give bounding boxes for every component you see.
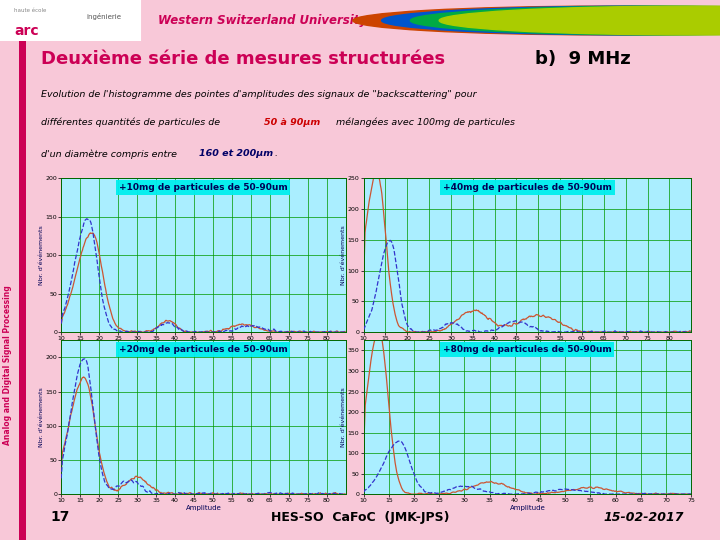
Text: 17: 17: [50, 510, 70, 524]
Text: arc: arc: [14, 24, 39, 38]
Text: Analog and Digital Signal Processing: Analog and Digital Signal Processing: [3, 286, 12, 446]
X-axis label: Amplitude: Amplitude: [186, 505, 221, 511]
Y-axis label: Nbr. d'événements: Nbr. d'événements: [341, 387, 346, 447]
Text: b)  9 MHz: b) 9 MHz: [535, 50, 631, 69]
Circle shape: [410, 6, 720, 35]
Text: +40mg de particules de 50-90um: +40mg de particules de 50-90um: [443, 183, 612, 192]
Text: ingénierie: ingénierie: [86, 13, 122, 20]
FancyBboxPatch shape: [19, 41, 26, 540]
Text: +20mg de particules de 50-90um: +20mg de particules de 50-90um: [119, 345, 288, 354]
Text: 160 et 200µm: 160 et 200µm: [199, 149, 273, 158]
Text: différentes quantités de particules de: différentes quantités de particules de: [42, 118, 223, 127]
Text: .: .: [274, 149, 277, 158]
Text: +10mg de particules de 50-90um: +10mg de particules de 50-90um: [119, 183, 288, 192]
Circle shape: [353, 6, 720, 35]
Text: mélangées avec 100mg de particules: mélangées avec 100mg de particules: [333, 118, 515, 127]
Text: d'un diamètre compris entre: d'un diamètre compris entre: [42, 149, 181, 159]
Text: Western Switzerland University of Applied Sciences: Western Switzerland University of Applie…: [158, 14, 501, 27]
X-axis label: Amplitude: Amplitude: [186, 343, 221, 349]
Y-axis label: Nbr. d'événements: Nbr. d'événements: [341, 225, 346, 285]
Y-axis label: Nbr. d'événements: Nbr. d'événements: [39, 387, 44, 447]
Text: haute école: haute école: [14, 8, 47, 13]
X-axis label: Amplitude: Amplitude: [510, 343, 545, 349]
Circle shape: [439, 6, 720, 35]
Text: 50 à 90µm: 50 à 90µm: [264, 118, 320, 127]
X-axis label: Amplitude: Amplitude: [510, 505, 545, 511]
Circle shape: [382, 6, 720, 35]
Text: Deuxième série de mesures structurées: Deuxième série de mesures structurées: [42, 50, 446, 69]
Y-axis label: Nbr. d'événements: Nbr. d'événements: [39, 225, 44, 285]
Text: 15-02-2017: 15-02-2017: [603, 510, 684, 524]
Text: Evolution de l'histogramme des pointes d'amplitudes des signaux de "backscatteri: Evolution de l'histogramme des pointes d…: [42, 90, 477, 99]
FancyBboxPatch shape: [0, 0, 140, 41]
Text: HES-SO  CaFoC  (JMK-JPS): HES-SO CaFoC (JMK-JPS): [271, 510, 449, 524]
Text: +80mg de particules de 50-90um: +80mg de particules de 50-90um: [443, 345, 612, 354]
